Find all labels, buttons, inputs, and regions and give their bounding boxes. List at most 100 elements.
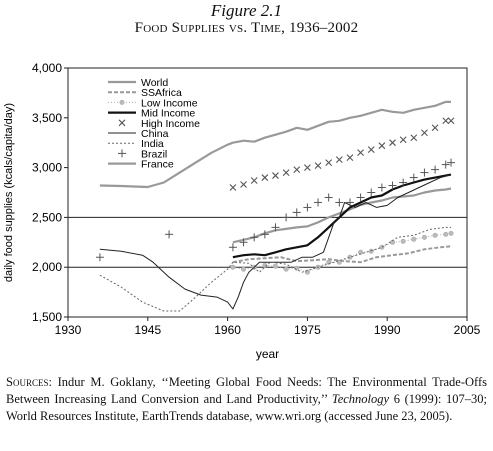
y-tick-label: 4,000 bbox=[32, 61, 62, 75]
data-point-low-income bbox=[379, 244, 385, 250]
series-line-mid-income bbox=[232, 173, 452, 259]
legend-label: China bbox=[141, 128, 169, 140]
data-point-low-income bbox=[400, 238, 406, 244]
x-tick-label: 1945 bbox=[134, 323, 161, 337]
data-point-brazil bbox=[409, 173, 418, 182]
y-tick-label: 2,000 bbox=[32, 260, 62, 274]
data-point-brazil bbox=[447, 158, 456, 167]
plot-border bbox=[67, 67, 468, 318]
data-point-brazil bbox=[95, 253, 104, 262]
data-point-high-income bbox=[421, 129, 428, 137]
legend-label: SSAfrica bbox=[141, 87, 182, 99]
series-france bbox=[99, 100, 451, 189]
data-point-high-income bbox=[335, 156, 343, 164]
data-point-brazil bbox=[228, 243, 237, 252]
legend-label: World bbox=[141, 77, 168, 89]
legend-label: High Income bbox=[141, 118, 200, 130]
x-axis-label: year bbox=[256, 347, 279, 361]
x-tick-label: 1930 bbox=[55, 323, 82, 337]
data-point-high-income bbox=[378, 142, 386, 150]
axes: 1930 1945 1960 1975 1990 2005 1,500 2,000 2,500 3… bbox=[3, 61, 481, 361]
data-point-brazil bbox=[367, 188, 376, 197]
data-point-high-income bbox=[282, 169, 290, 176]
series-india bbox=[99, 226, 451, 312]
legend-marker bbox=[119, 99, 125, 105]
sources-note: Sources: Indur M. Goklany, ‘‘Meeting Glo… bbox=[6, 374, 487, 425]
data-point-brazil bbox=[356, 193, 365, 202]
y-tick-label: 1,500 bbox=[32, 310, 62, 324]
figure-label: Figure 2.1 bbox=[210, 1, 283, 20]
data-point-high-income bbox=[431, 124, 439, 132]
data-point-high-income bbox=[442, 117, 450, 125]
data-point-high-income bbox=[447, 117, 455, 125]
legend-item-world: World bbox=[108, 77, 168, 89]
legend-item-india: India bbox=[108, 138, 164, 150]
data-point-high-income bbox=[250, 177, 258, 184]
data-point-brazil bbox=[335, 198, 344, 207]
data-point-brazil bbox=[260, 230, 269, 239]
data-point-low-income bbox=[443, 231, 449, 237]
series-china bbox=[99, 174, 452, 310]
legend-label: France bbox=[141, 159, 174, 171]
data-point-brazil bbox=[377, 183, 386, 192]
series-mid-income bbox=[232, 173, 452, 259]
legend-marker bbox=[118, 119, 126, 127]
figure-title: Food Supplies vs. Time, 1936–2002 bbox=[134, 20, 359, 36]
x-tick-label: 1990 bbox=[374, 323, 401, 337]
sources-text-1: Indur M. Goklany, ‘‘Meeting Global Food … bbox=[6, 375, 487, 406]
data-point-brazil bbox=[282, 213, 291, 222]
y-tick-label: 2,500 bbox=[32, 210, 62, 224]
legend-label: Low Income bbox=[141, 97, 198, 109]
series-brazil bbox=[95, 158, 456, 262]
series-layer bbox=[95, 100, 456, 312]
data-point-low-income bbox=[448, 230, 454, 236]
legend-item-high-income: High Income bbox=[118, 118, 200, 130]
data-point-high-income bbox=[293, 166, 301, 173]
data-point-low-income bbox=[368, 248, 374, 254]
food-supply-chart: 1930 1945 1960 1975 1990 2005 1,500 2,000 2,500 3… bbox=[3, 61, 481, 361]
data-point-low-income bbox=[432, 232, 438, 238]
series-line-france bbox=[99, 100, 451, 189]
data-point-high-income bbox=[314, 162, 322, 169]
x-tick-label: 1960 bbox=[214, 323, 241, 337]
x-tick-label: 2005 bbox=[454, 323, 481, 337]
y-tick-label: 3,500 bbox=[32, 111, 62, 125]
data-point-low-income bbox=[283, 266, 289, 272]
y-axis-label: daily food supplies (kcals/capita/day) bbox=[3, 103, 15, 282]
data-point-brazil bbox=[388, 181, 397, 190]
data-point-low-income bbox=[230, 264, 236, 270]
series-ssafrica bbox=[232, 245, 452, 264]
series-line-china bbox=[99, 174, 452, 310]
data-point-high-income bbox=[240, 181, 247, 188]
data-point-high-income bbox=[261, 174, 269, 181]
legend-item-brazil: Brazil bbox=[118, 148, 167, 160]
data-point-brazil bbox=[441, 160, 450, 169]
data-point-high-income bbox=[304, 164, 311, 171]
data-point-low-income bbox=[294, 265, 300, 271]
data-point-brazil bbox=[303, 203, 312, 212]
data-point-low-income bbox=[272, 263, 278, 269]
series-line-ssafrica bbox=[232, 245, 452, 264]
data-point-brazil bbox=[431, 165, 440, 174]
legend-label: Mid Income bbox=[141, 108, 195, 120]
series-low-income bbox=[230, 230, 454, 275]
data-point-brazil bbox=[399, 178, 408, 187]
data-point-brazil bbox=[165, 230, 174, 239]
data-point-high-income bbox=[357, 149, 364, 157]
data-point-high-income bbox=[325, 159, 333, 167]
legend-item-china: China bbox=[108, 128, 169, 140]
data-point-low-income bbox=[347, 254, 353, 260]
data-point-brazil bbox=[239, 238, 248, 247]
data-point-brazil bbox=[420, 168, 429, 177]
data-point-brazil bbox=[324, 193, 333, 202]
data-point-high-income bbox=[346, 154, 354, 162]
data-point-low-income bbox=[358, 249, 364, 255]
legend-item-low-income: Low Income bbox=[108, 97, 198, 109]
data-point-low-income bbox=[411, 236, 417, 242]
data-point-high-income bbox=[410, 134, 418, 142]
data-point-high-income bbox=[399, 136, 407, 144]
data-point-brazil bbox=[271, 223, 280, 232]
legend-item-france: France bbox=[108, 159, 174, 171]
data-point-brazil bbox=[345, 198, 354, 207]
